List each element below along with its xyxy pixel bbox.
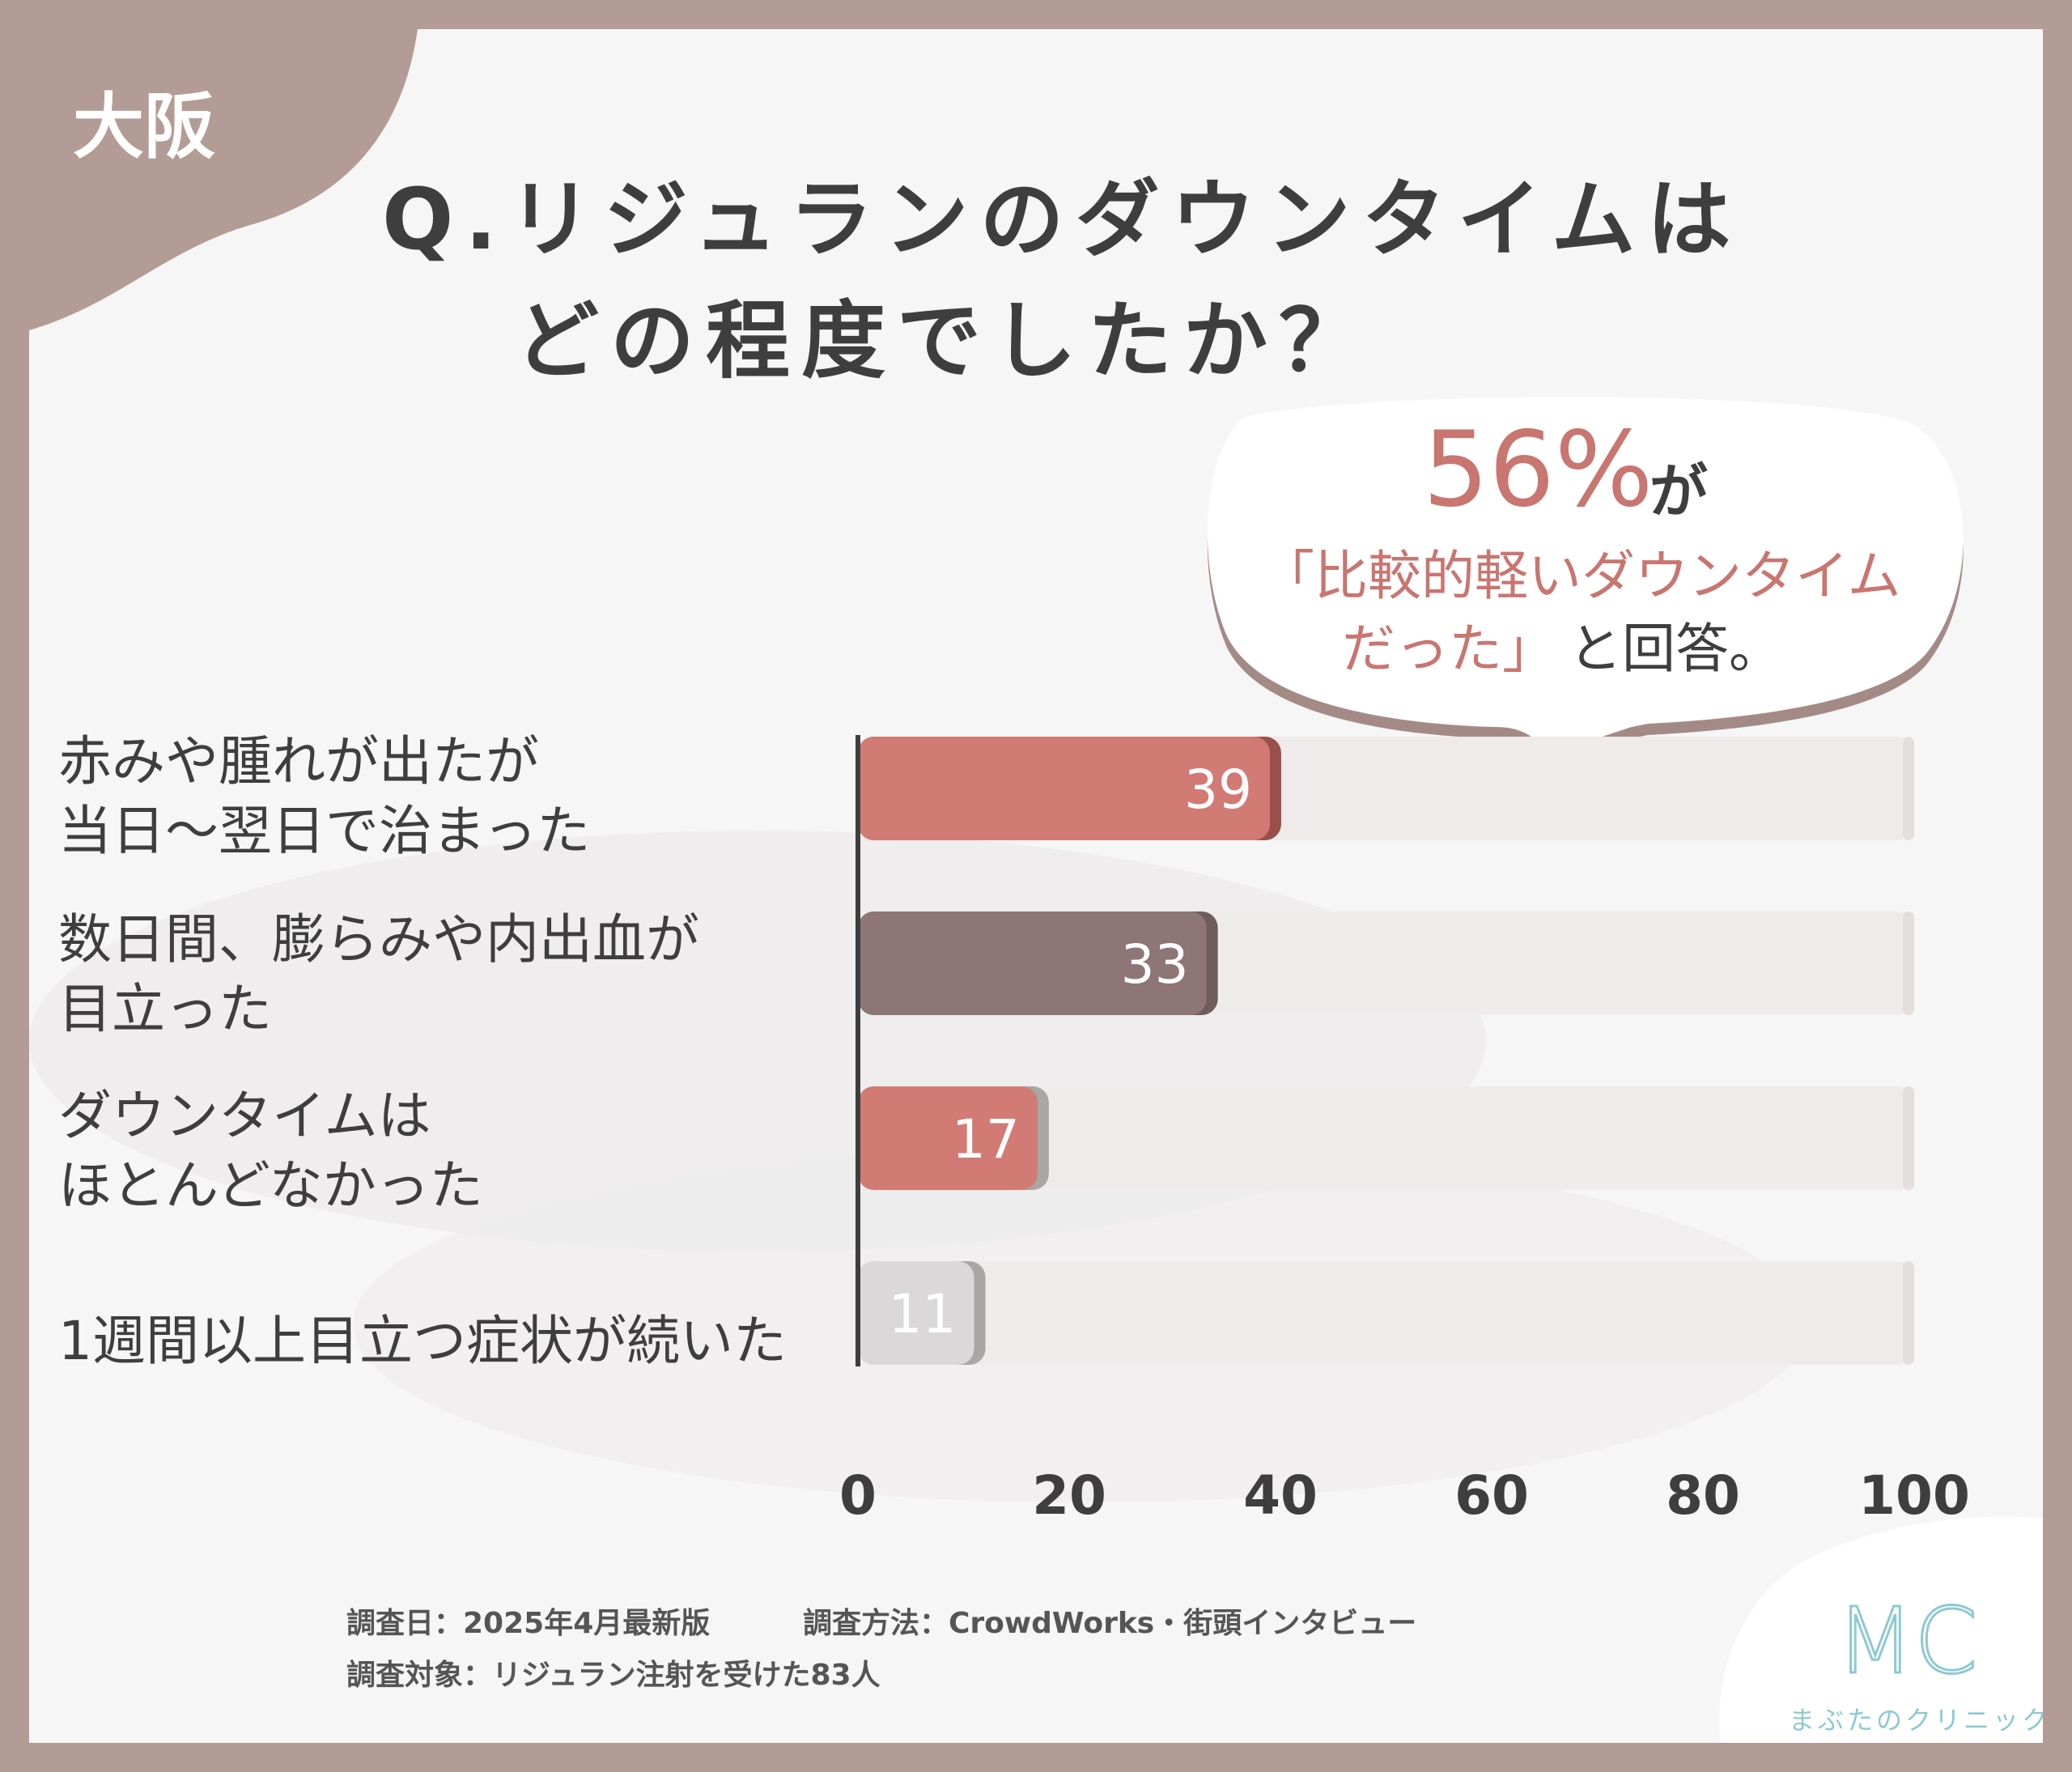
bar-track-edge — [1903, 1261, 1914, 1365]
bar — [858, 1086, 1038, 1190]
bar-chart: 39 33 17 11 0 20 40 60 80 100 — [839, 735, 1970, 1527]
footer-survey-method: 調査方法：CrowdWorks・街頭インタビュー — [803, 1607, 1417, 1640]
region-corner-shape — [29, 29, 418, 330]
category-label-line: 1週間以上目立つ症状が続いた — [58, 1310, 787, 1372]
category-label-line: 数日間、膨らみや内出血が — [58, 908, 699, 971]
category-label: 数日間、膨らみや内出血が 目立った — [58, 905, 699, 1044]
bar-value-label: 39 — [1184, 759, 1252, 821]
x-tick-label: 60 — [1454, 1464, 1529, 1527]
x-tick-label: 100 — [1858, 1464, 1970, 1527]
logo-name: まぶたのクリニック — [1789, 1705, 2043, 1736]
bar-track — [858, 1086, 1914, 1190]
bar — [858, 911, 1207, 1015]
logo-mark-text: MC — [1836, 1591, 1978, 1689]
callout-particle: が — [1650, 457, 1709, 525]
x-tick-label: 80 — [1666, 1464, 1740, 1527]
callout-text-rest: と回答。 — [1569, 618, 1782, 680]
region-label: 大阪 — [73, 85, 216, 168]
callout-text-line2: 「比較的軽いダウンタイム — [1261, 545, 1901, 607]
logo-mark: MC — [1835, 1591, 1979, 1689]
x-tick-label: 40 — [1243, 1464, 1318, 1527]
bar-track-edge — [1903, 911, 1914, 1015]
category-label: 1週間以上目立つ症状が続いた — [58, 1307, 787, 1376]
bars: 39 33 17 11 — [858, 737, 1281, 1365]
callout-percent: 56% — [1423, 410, 1654, 530]
bar-track — [858, 1261, 1914, 1365]
page-title-line2: どの程度でしたか？ — [515, 291, 1375, 390]
category-label-line: 赤みや腫れが出たが — [58, 730, 539, 793]
x-axis-ticks: 0 20 40 60 80 100 — [839, 1464, 1970, 1527]
bar-track-edge — [1903, 737, 1914, 840]
bar-value-label: 17 — [952, 1108, 1020, 1171]
category-label: ダウンタイムは ほとんどなかった — [58, 1081, 483, 1221]
bar-track-edge — [1903, 1086, 1914, 1190]
bar-value-label: 33 — [1121, 933, 1189, 996]
footer-survey-date: 調査日：2025年4月最新版 — [346, 1607, 711, 1640]
page-title-line1: Q.リジュランのダウンタイムは — [382, 170, 1743, 269]
category-label-line: 目立った — [58, 978, 272, 1040]
category-label-line: 当日〜翌日で治まった — [58, 800, 591, 862]
bar-value-label: 11 — [889, 1283, 957, 1345]
infographic-card: 大阪 Q.リジュランのダウンタイムは どの程度でしたか？ 56% が 「比較的軽… — [29, 29, 2043, 1743]
category-label-line: ほとんどなかった — [58, 1154, 483, 1217]
category-label-line: ダウンタイムは — [58, 1085, 431, 1147]
callout-text-quote-end: だった」 — [1342, 618, 1556, 680]
x-tick-label: 0 — [839, 1464, 877, 1527]
footer-survey-target: 調査対象：リジュラン注射を受けた83人 — [346, 1659, 881, 1692]
logo-corner-shape — [1719, 1516, 2043, 1743]
x-tick-label: 20 — [1032, 1464, 1106, 1527]
callout-bubble-body — [1207, 397, 1964, 758]
bar — [858, 1261, 974, 1365]
bar — [858, 737, 1270, 840]
category-label: 赤みや腫れが出たが 当日〜翌日で治まった — [58, 727, 590, 866]
